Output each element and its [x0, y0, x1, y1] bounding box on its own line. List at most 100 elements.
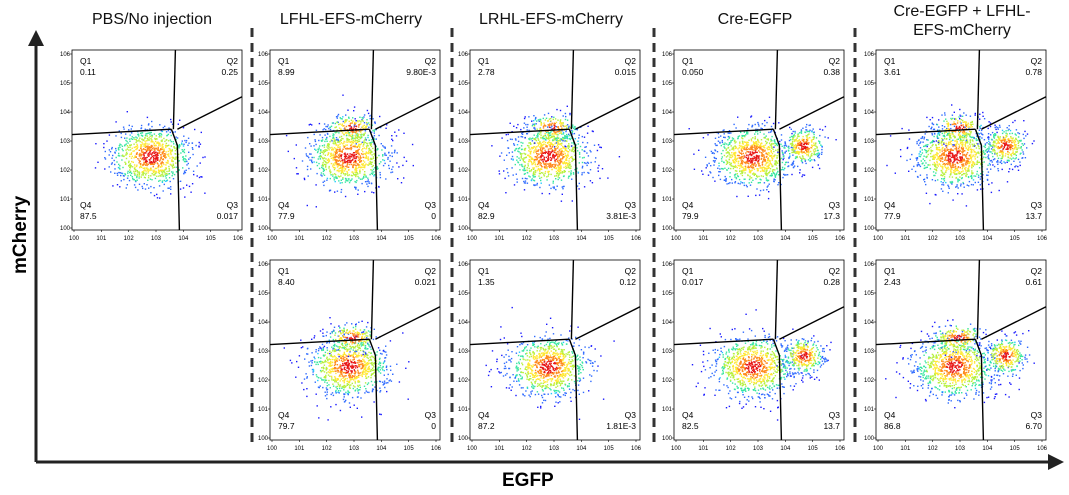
y-tick-label: 103	[662, 139, 673, 145]
y-tick-label: 103	[458, 139, 469, 145]
quadrant-name-q2: Q2	[1031, 56, 1043, 66]
x-tick-label: 101	[494, 446, 505, 452]
quadrant-value-q2: 0.61	[1025, 277, 1042, 287]
x-tick-label: 103	[549, 446, 560, 452]
x-tick-label: 100	[671, 446, 682, 452]
quadrant-value-q4: 77.9	[278, 211, 295, 221]
x-tick-label: 106	[233, 236, 244, 242]
quadrant-name-q4: Q4	[478, 410, 490, 420]
x-tick-label: 103	[151, 236, 162, 242]
quadrant-value-q1: 8.40	[278, 277, 295, 287]
flow-plot-r2-combo: Q1 2.43 Q2 0.61 Q3 6.70 Q4 86.8 100 101 102 103 104 1…	[864, 254, 1050, 452]
quadrant-value-q4: 86.8	[884, 421, 901, 431]
quadrant-value-q1: 0.11	[80, 67, 96, 77]
column-title-combo-line1: Cre-EGFP + LFHL-	[893, 3, 1031, 20]
x-tick-label: 101	[900, 446, 911, 452]
quadrant-name-q3: Q3	[227, 200, 239, 210]
quadrant-name-q4: Q4	[884, 200, 896, 210]
quadrant-value-q2: 0.015	[615, 67, 637, 77]
quadrant-gates	[469, 49, 641, 231]
quadrant-value-q4: 79.9	[682, 211, 699, 221]
x-tick-label: 106	[835, 236, 846, 242]
quadrant-value-q2: 0.38	[823, 67, 840, 77]
y-tick-label: 104	[258, 110, 269, 116]
x-tick-label: 103	[955, 236, 966, 242]
quadrant-name-q2: Q2	[227, 56, 239, 66]
quadrant-name-q2: Q2	[425, 56, 437, 66]
x-tick-label: 106	[431, 446, 442, 452]
x-tick-label: 104	[780, 236, 791, 242]
plot-frame	[875, 49, 1047, 231]
quadrant-name-q1: Q1	[278, 266, 290, 276]
event-cloud	[94, 111, 206, 199]
quadrant-name-q1: Q1	[278, 56, 290, 66]
quadrant-name-q3: Q3	[829, 410, 841, 420]
x-tick-label: 101	[96, 236, 107, 242]
plot-frame	[71, 49, 243, 231]
y-tick-label: 105	[258, 81, 269, 87]
x-tick-label: 105	[808, 236, 819, 242]
x-tick-label: 104	[376, 236, 387, 242]
x-tick-label: 102	[726, 236, 737, 242]
quadrant-name-q4: Q4	[478, 200, 490, 210]
x-tick-label: 106	[431, 236, 442, 242]
flow-plot-r1-cre-egfp: Q1 0.050 Q2 0.38 Q3 17.3 Q4 79.9 100 101 102 103 104…	[662, 44, 848, 242]
flow-plot-r1-lrhl: Q1 2.78 Q2 0.015 Q3 3.81E-3 Q4 82.9 100 101 102 103…	[458, 44, 644, 242]
x-tick-label: 104	[982, 446, 993, 452]
x-tick-label: 102	[522, 236, 533, 242]
quadrant-gates	[875, 259, 1047, 441]
y-tick-label: 106	[662, 52, 673, 58]
event-cloud	[885, 319, 1035, 409]
y-tick-label: 102	[458, 378, 469, 384]
x-tick-label: 102	[322, 446, 333, 452]
quadrant-value-q1: 0.050	[682, 67, 704, 77]
column-title-lfhl: LFHL-EFS-mCherry	[279, 11, 423, 28]
quadrant-name-q3: Q3	[829, 200, 841, 210]
quadrant-value-q1: 0.017	[682, 277, 704, 287]
x-tick-label: 103	[753, 446, 764, 452]
plot-frame	[673, 259, 845, 441]
quadrant-name-q3: Q3	[1031, 200, 1043, 210]
quadrant-value-q3: 17.3	[823, 211, 840, 221]
quadrant-value-q1: 2.78	[478, 67, 495, 77]
plot-frame	[269, 259, 441, 441]
y-tick-label: 102	[864, 378, 875, 384]
y-tick-label: 102	[60, 168, 71, 174]
quadrant-name-q2: Q2	[625, 56, 637, 66]
quadrant-value-q2: 0.78	[1025, 67, 1042, 77]
x-tick-label: 106	[1037, 446, 1048, 452]
x-tick-label: 101	[698, 236, 709, 242]
x-tick-label: 106	[835, 446, 846, 452]
quadrant-name-q1: Q1	[884, 56, 896, 66]
y-tick-label: 105	[662, 81, 673, 87]
x-tick-label: 102	[124, 236, 135, 242]
quadrant-name-q2: Q2	[425, 266, 437, 276]
quadrant-value-q2: 0.12	[619, 277, 636, 287]
x-tick-label: 103	[349, 236, 360, 242]
quadrant-value-q3: 0.017	[217, 211, 239, 221]
x-tick-label: 104	[780, 446, 791, 452]
y-tick-label: 105	[258, 291, 269, 297]
y-tick-label: 104	[60, 110, 71, 116]
quadrant-name-q2: Q2	[625, 266, 637, 276]
y-axis-arrow	[28, 30, 44, 462]
y-tick-label: 103	[258, 349, 269, 355]
quadrant-name-q3: Q3	[425, 200, 437, 210]
y-tick-label: 102	[258, 378, 269, 384]
column-title-cre-egfp: Cre-EGFP	[717, 11, 793, 28]
quadrant-name-q3: Q3	[425, 410, 437, 420]
y-tick-label: 100	[662, 226, 673, 232]
quadrant-name-q1: Q1	[80, 56, 92, 66]
y-tick-label: 105	[458, 81, 469, 87]
quadrant-name-q4: Q4	[278, 410, 290, 420]
quadrant-name-q2: Q2	[829, 266, 841, 276]
y-tick-label: 103	[864, 139, 875, 145]
quadrant-gates	[269, 49, 441, 231]
quadrant-name-q4: Q4	[80, 200, 92, 210]
x-tick-label: 105	[404, 236, 415, 242]
